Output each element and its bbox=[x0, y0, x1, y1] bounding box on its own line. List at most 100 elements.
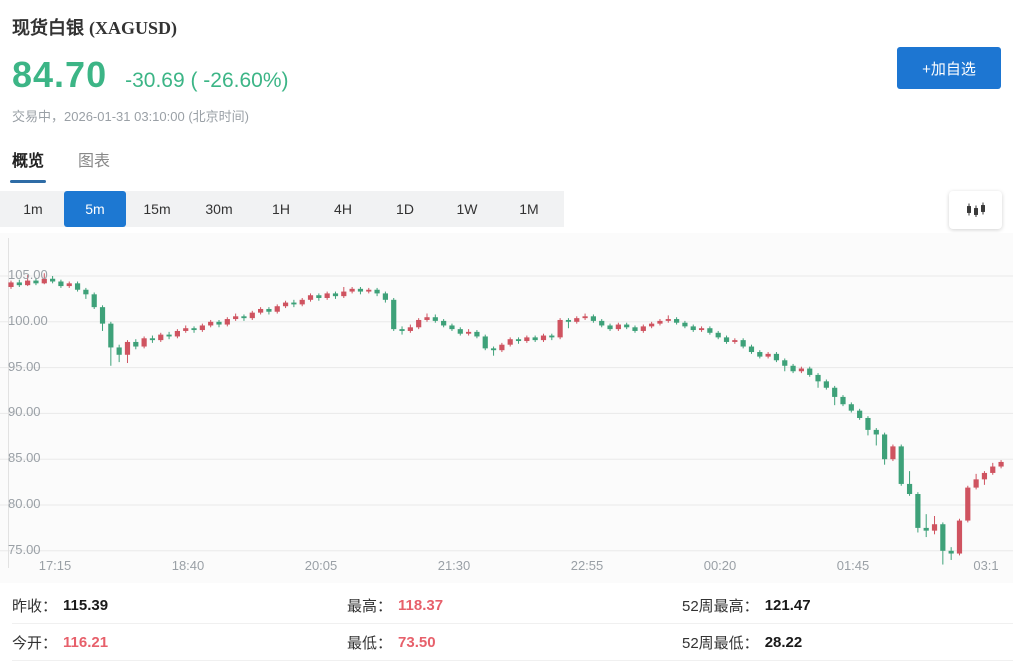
stat-prev-close: 昨收： 115.39 bbox=[12, 587, 347, 624]
candle bbox=[50, 276, 56, 284]
candle bbox=[865, 416, 871, 436]
candle bbox=[807, 366, 813, 377]
candle bbox=[940, 522, 946, 565]
candle bbox=[16, 279, 22, 287]
stats-panel: 昨收： 115.39 最高： 118.37 52周最高： 121.47 今开： … bbox=[0, 587, 1013, 661]
candle bbox=[374, 287, 380, 297]
tab-overview-label: 概览 bbox=[12, 153, 45, 170]
candle bbox=[890, 444, 896, 462]
candle bbox=[108, 321, 114, 366]
stat-value: 115.39 bbox=[63, 596, 109, 614]
candle bbox=[898, 444, 904, 486]
candle bbox=[599, 319, 605, 328]
timeframe-row: 1m 5m 15m 30m 1H 4H 1D 1W 1M bbox=[0, 191, 1013, 229]
stat-high: 最高： 118.37 bbox=[347, 587, 682, 624]
timeframe-30m[interactable]: 30m bbox=[188, 192, 250, 226]
timeframe-1m[interactable]: 1m bbox=[2, 192, 64, 226]
x-axis-label: 20:05 bbox=[304, 558, 338, 573]
candle bbox=[515, 337, 522, 344]
price-change: -30.69 ( -26.60%) bbox=[125, 69, 288, 93]
stat-value: 73.50 bbox=[398, 633, 436, 651]
candle bbox=[973, 473, 979, 490]
candle bbox=[532, 335, 538, 342]
candle bbox=[798, 366, 804, 374]
candle bbox=[91, 292, 97, 309]
candle bbox=[25, 275, 31, 287]
y-axis-label: 75.00 bbox=[8, 541, 41, 557]
candle bbox=[524, 335, 530, 343]
y-axis-label: 95.00 bbox=[8, 358, 41, 374]
candle bbox=[757, 350, 763, 359]
price-row: 84.70 -30.69 ( -26.60%) bbox=[12, 54, 1001, 96]
candle bbox=[249, 310, 255, 320]
candle bbox=[149, 335, 156, 343]
candlestick-chart[interactable] bbox=[0, 233, 1013, 583]
candle bbox=[191, 326, 197, 333]
x-axis-label: 00:20 bbox=[703, 558, 737, 573]
candle bbox=[640, 324, 646, 333]
stat-52w-low: 52周最低： 28.22 bbox=[682, 624, 1013, 661]
price-chart-region: 105.00 100.00 95.00 90.00 85.00 80.00 75.00 17… bbox=[0, 233, 1013, 583]
candle bbox=[307, 293, 314, 302]
candle bbox=[282, 300, 289, 309]
candle bbox=[590, 314, 596, 323]
candle bbox=[133, 339, 139, 350]
candle bbox=[915, 492, 921, 533]
candle bbox=[665, 315, 671, 323]
candle bbox=[832, 385, 838, 406]
candle bbox=[607, 323, 613, 331]
candle bbox=[931, 515, 938, 535]
candle bbox=[565, 318, 572, 329]
y-axis-label: 80.00 bbox=[8, 496, 41, 511]
stat-value: 118.37 bbox=[398, 596, 444, 614]
candle bbox=[499, 342, 505, 353]
candlestick-icon bbox=[966, 202, 985, 217]
candle bbox=[657, 319, 663, 326]
tab-chart[interactable]: 图表 bbox=[78, 147, 110, 183]
candle bbox=[332, 291, 339, 299]
timeframe-1m-month[interactable]: 1M bbox=[498, 192, 560, 226]
x-axis-label: 21:30 bbox=[437, 558, 471, 573]
instrument-title: 现货白银 (XAGUSD) bbox=[12, 14, 1001, 40]
chart-style-button[interactable] bbox=[949, 191, 1002, 229]
candle bbox=[141, 336, 147, 349]
timeframe-4h[interactable]: 4H bbox=[312, 192, 374, 226]
candle bbox=[274, 304, 280, 314]
y-axis-label: 105.00 bbox=[8, 267, 48, 282]
stat-value: 116.21 bbox=[63, 633, 109, 651]
y-axis-label: 85.00 bbox=[8, 450, 41, 466]
candle bbox=[990, 462, 996, 475]
candle bbox=[183, 325, 189, 333]
candle bbox=[923, 514, 929, 538]
timeframe-1w[interactable]: 1W bbox=[436, 192, 498, 226]
tab-overview[interactable]: 概览 bbox=[10, 147, 47, 183]
candle bbox=[124, 340, 131, 364]
candle bbox=[66, 281, 72, 288]
candle bbox=[457, 327, 463, 336]
candle bbox=[324, 291, 330, 300]
stat-value: 121.47 bbox=[764, 596, 811, 614]
candle bbox=[482, 334, 488, 351]
candle bbox=[449, 323, 455, 331]
stat-52w-high: 52周最高： 121.47 bbox=[682, 587, 1013, 624]
candle bbox=[815, 373, 821, 388]
candle bbox=[507, 337, 513, 347]
timeframe-1h[interactable]: 1H bbox=[250, 192, 312, 226]
candle bbox=[698, 326, 705, 332]
add-watchlist-button[interactable]: +加自选 bbox=[897, 47, 1001, 89]
candle bbox=[840, 395, 846, 407]
stat-open: 今开： 116.21 bbox=[12, 624, 347, 661]
timeframe-1d[interactable]: 1D bbox=[374, 192, 436, 226]
tab-chart-label: 图表 bbox=[78, 153, 111, 170]
candle bbox=[474, 330, 480, 339]
candle bbox=[965, 485, 971, 523]
timeframe-15m[interactable]: 15m bbox=[126, 192, 188, 226]
candle bbox=[549, 333, 555, 341]
timeframe-5m[interactable]: 5m bbox=[64, 191, 126, 227]
stat-label: 52周最低： bbox=[682, 634, 759, 652]
candle bbox=[416, 318, 422, 330]
candle bbox=[366, 287, 372, 294]
candle bbox=[441, 319, 447, 328]
candle bbox=[981, 471, 988, 485]
